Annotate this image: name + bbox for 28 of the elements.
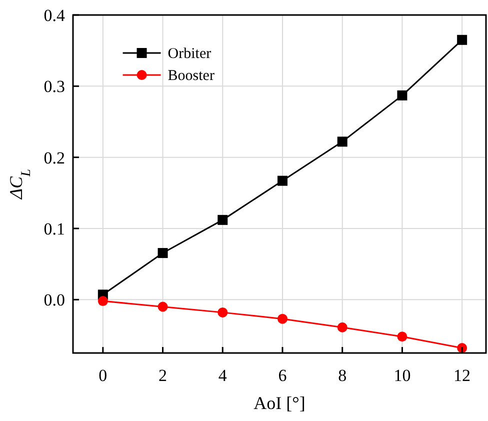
point: [277, 176, 288, 186]
point: [158, 302, 168, 312]
point: [218, 307, 228, 318]
point: [397, 332, 408, 342]
y-tick-label: 0.2: [44, 148, 65, 168]
legend-label: Booster: [168, 68, 214, 84]
point: [397, 90, 408, 100]
point: [337, 136, 348, 147]
x-tick-label: 8: [338, 366, 347, 385]
x-tick-label: 4: [218, 366, 228, 385]
y-tick-label: 0.4: [44, 6, 66, 25]
point: [337, 322, 348, 332]
point: [158, 248, 168, 258]
point: [457, 343, 468, 354]
point: [98, 296, 108, 306]
y-tick-label: 0.0: [44, 290, 65, 310]
x-tick-label: 6: [278, 366, 287, 385]
point: [457, 34, 468, 45]
point: [277, 314, 288, 324]
x-axis-title: AoI [°]: [254, 393, 306, 413]
legend-label: Orbiter: [168, 46, 212, 62]
y-tick-label: 0.1: [44, 219, 65, 238]
x-tick-label: 2: [158, 366, 168, 385]
x-tick-label: 10: [394, 366, 411, 385]
x-tick-label: 12: [454, 366, 471, 385]
x-tick-label: 0: [98, 366, 108, 385]
point: [218, 214, 228, 225]
y-tick-label: 0.3: [44, 77, 65, 96]
